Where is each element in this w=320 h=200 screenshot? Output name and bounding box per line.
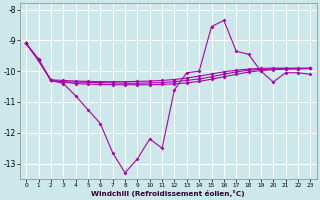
X-axis label: Windchill (Refroidissement éolien,°C): Windchill (Refroidissement éolien,°C) — [92, 190, 245, 197]
